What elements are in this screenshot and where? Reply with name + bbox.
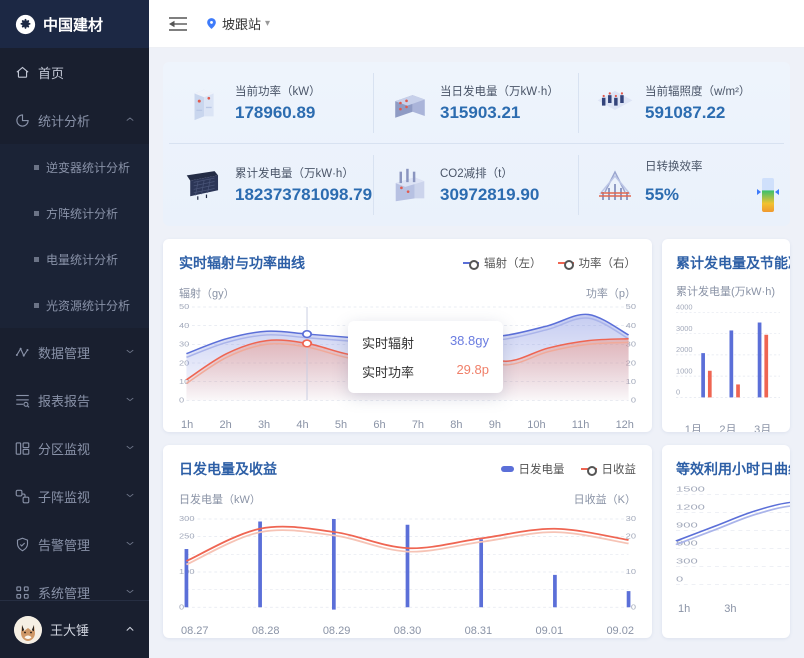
svg-text:50: 50 (626, 302, 637, 311)
svg-text:0: 0 (179, 604, 185, 612)
svg-text:2000: 2000 (676, 345, 692, 354)
svg-text:900: 900 (676, 521, 698, 529)
svg-text:300: 300 (179, 515, 195, 523)
svg-text:4000: 4000 (676, 303, 692, 312)
svg-text:0: 0 (676, 388, 680, 397)
svg-text:30: 30 (626, 515, 637, 523)
svg-text:0: 0 (676, 575, 683, 583)
svg-text:40: 40 (179, 321, 190, 330)
svg-text:250: 250 (179, 533, 195, 541)
svg-text:30: 30 (179, 340, 190, 349)
svg-text:0: 0 (179, 396, 185, 405)
svg-text:1000: 1000 (676, 366, 692, 375)
svg-text:40: 40 (626, 321, 637, 330)
svg-text:10: 10 (626, 568, 637, 576)
svg-text:1500: 1500 (676, 485, 705, 493)
svg-text:1200: 1200 (676, 503, 705, 511)
svg-text:3000: 3000 (676, 324, 692, 333)
svg-text:0: 0 (631, 396, 637, 405)
svg-text:300: 300 (676, 557, 698, 565)
svg-text:50: 50 (179, 302, 190, 311)
svg-text:0: 0 (631, 604, 637, 612)
